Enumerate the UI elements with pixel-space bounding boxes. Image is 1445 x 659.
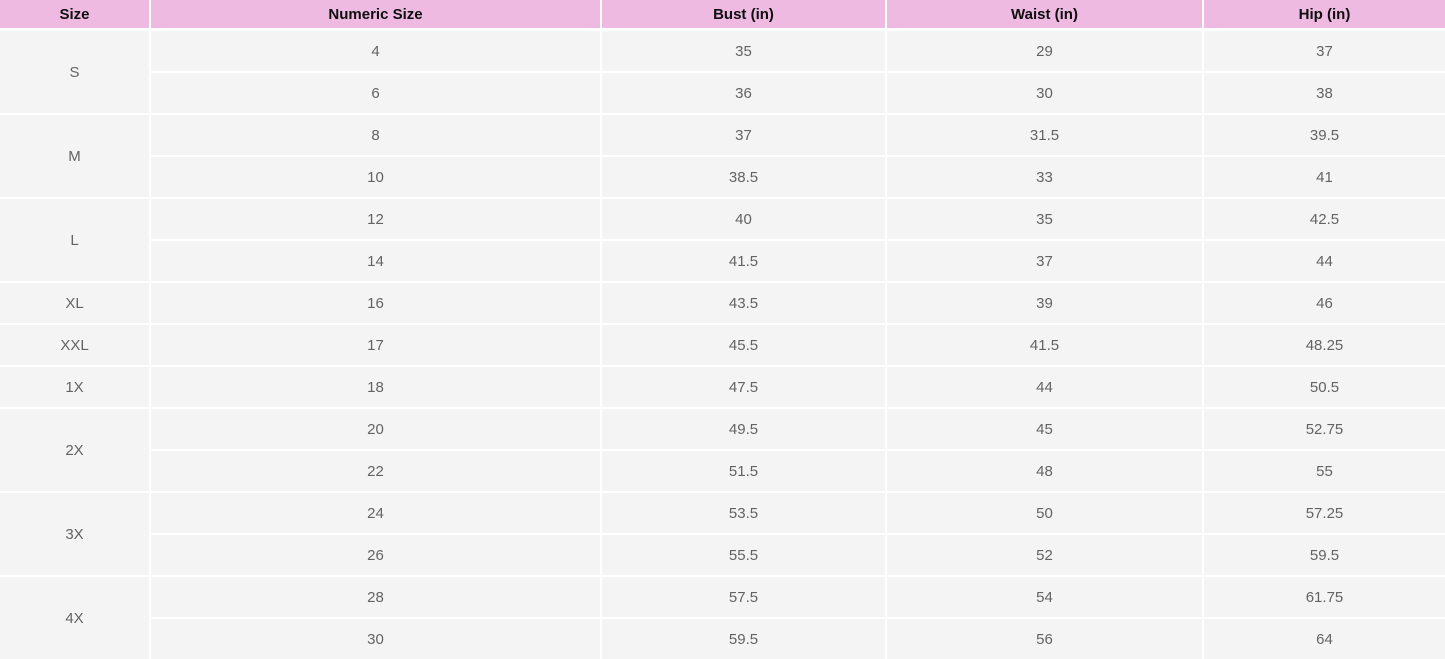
waist-cell: 44 [885,365,1203,408]
table-row: S 4 35 29 37 [0,28,1445,114]
col-header-numeric-size: Numeric Size [149,0,601,31]
table-row: 22 51.5 48 55 [0,449,1445,492]
table-row: M 8 37 31.5 39.5 [0,113,1445,198]
col-header-size: Size [0,0,150,31]
bust-cell: 36 [600,71,886,114]
table-row: 4X 28 57.5 54 61.75 [0,575,1445,659]
table-row: 6 36 30 38 [0,71,1445,114]
waist-cell: 56 [885,617,1203,659]
size-cell: S [0,28,150,114]
waist-cell: 50 [885,491,1203,534]
numeric-size-cell: 30 [149,617,601,659]
hip-cell: 61.75 [1202,575,1445,618]
hip-cell: 46 [1202,281,1445,324]
waist-cell: 54 [885,575,1203,618]
waist-cell: 35 [885,197,1203,240]
waist-cell: 31.5 [885,113,1203,156]
waist-cell: 30 [885,71,1203,114]
table-row: XXL 17 45.5 41.5 48.25 [0,323,1445,366]
hip-cell: 37 [1202,28,1445,72]
waist-cell: 48 [885,449,1203,492]
size-cell: 3X [0,491,150,576]
numeric-size-cell: 22 [149,449,601,492]
bust-cell: 49.5 [600,407,886,450]
hip-cell: 64 [1202,617,1445,659]
table-row: 30 59.5 56 64 [0,617,1445,659]
size-cell: XL [0,281,150,324]
bust-cell: 35 [600,28,886,72]
size-cell: XXL [0,323,150,366]
numeric-size-cell: 20 [149,407,601,450]
numeric-size-cell: 17 [149,323,601,366]
hip-cell: 38 [1202,71,1445,114]
hip-cell: 39.5 [1202,113,1445,156]
hip-cell: 50.5 [1202,365,1445,408]
bust-cell: 41.5 [600,239,886,282]
size-cell: 1X [0,365,150,408]
table-row: 14 41.5 37 44 [0,239,1445,282]
table-header-row: Size Numeric Size Bust (in) Waist (in) H… [0,0,1445,31]
hip-cell: 41 [1202,155,1445,198]
bust-cell: 45.5 [600,323,886,366]
table-row: 1X 18 47.5 44 50.5 [0,365,1445,408]
numeric-size-cell: 6 [149,71,601,114]
hip-cell: 48.25 [1202,323,1445,366]
bust-cell: 43.5 [600,281,886,324]
waist-cell: 39 [885,281,1203,324]
bust-cell: 57.5 [600,575,886,618]
numeric-size-cell: 4 [149,28,601,72]
table-row: XL 16 43.5 39 46 [0,281,1445,324]
numeric-size-cell: 26 [149,533,601,576]
bust-cell: 38.5 [600,155,886,198]
hip-cell: 57.25 [1202,491,1445,534]
col-header-waist: Waist (in) [885,0,1203,31]
size-cell: 4X [0,575,150,659]
waist-cell: 37 [885,239,1203,282]
numeric-size-cell: 10 [149,155,601,198]
hip-cell: 42.5 [1202,197,1445,240]
bust-cell: 40 [600,197,886,240]
table-row: 10 38.5 33 41 [0,155,1445,198]
size-cell: L [0,197,150,282]
numeric-size-cell: 28 [149,575,601,618]
waist-cell: 45 [885,407,1203,450]
waist-cell: 33 [885,155,1203,198]
bust-cell: 53.5 [600,491,886,534]
numeric-size-cell: 16 [149,281,601,324]
size-cell: 2X [0,407,150,492]
col-header-bust: Bust (in) [600,0,886,31]
bust-cell: 51.5 [600,449,886,492]
bust-cell: 37 [600,113,886,156]
col-header-hip: Hip (in) [1202,0,1445,31]
hip-cell: 44 [1202,239,1445,282]
numeric-size-cell: 18 [149,365,601,408]
table-row: 26 55.5 52 59.5 [0,533,1445,576]
bust-cell: 59.5 [600,617,886,659]
hip-cell: 55 [1202,449,1445,492]
waist-cell: 29 [885,28,1203,72]
table-row: L 12 40 35 42.5 [0,197,1445,282]
bust-cell: 55.5 [600,533,886,576]
numeric-size-cell: 8 [149,113,601,156]
hip-cell: 59.5 [1202,533,1445,576]
waist-cell: 41.5 [885,323,1203,366]
numeric-size-cell: 14 [149,239,601,282]
numeric-size-cell: 12 [149,197,601,240]
size-cell: M [0,113,150,198]
table-row: 2X 20 49.5 45 52.75 [0,407,1445,492]
bust-cell: 47.5 [600,365,886,408]
table-row: 3X 24 53.5 50 57.25 [0,491,1445,576]
numeric-size-cell: 24 [149,491,601,534]
waist-cell: 52 [885,533,1203,576]
hip-cell: 52.75 [1202,407,1445,450]
